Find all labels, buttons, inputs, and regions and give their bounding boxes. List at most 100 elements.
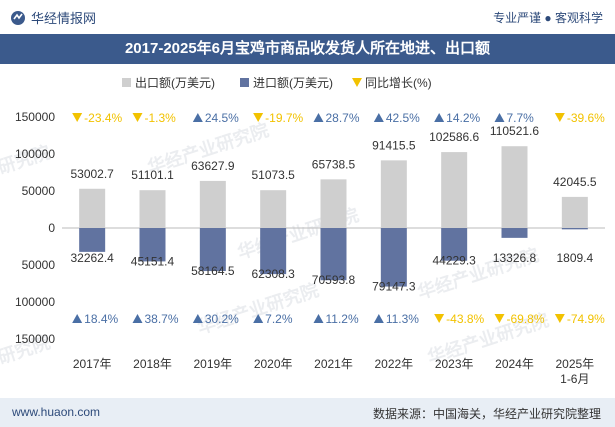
- import-growth-label: 30.2%: [205, 312, 239, 326]
- import-growth-label: -43.8%: [446, 312, 484, 326]
- import-growth-label: -74.9%: [567, 312, 605, 326]
- x-tick-label: 2022年: [374, 357, 413, 371]
- chart-canvas: 华经产业研究院华经产业研究院华经产业研究院华经产业研究院华经产业研究院研究院研究…: [0, 76, 605, 386]
- legend-swatch-0: [122, 78, 131, 87]
- export-value-label: 63627.9: [191, 159, 235, 173]
- export-growth-up-icon: [494, 113, 505, 122]
- x-tick-label: 2018年: [133, 357, 172, 371]
- y-tick-label: 100000: [15, 295, 55, 309]
- export-value-label: 42045.5: [553, 175, 597, 189]
- footer-source: 数据来源：中国海关，华经产业研究院整理: [372, 407, 601, 421]
- export-bar: [199, 180, 226, 228]
- y-tick-label: 50000: [22, 184, 56, 198]
- import-growth-label: 38.7%: [145, 312, 179, 326]
- import-growth-down-icon: [434, 314, 445, 323]
- import-value-label: 1809.4: [556, 251, 593, 265]
- export-growth-label: 42.5%: [386, 111, 420, 125]
- export-value-label: 53002.7: [70, 167, 114, 181]
- export-bar: [139, 190, 166, 228]
- export-value-label: 65738.5: [312, 157, 356, 171]
- import-value-label: 62308.3: [251, 267, 295, 281]
- import-growth-up-icon: [72, 314, 83, 323]
- export-bar: [320, 179, 347, 228]
- legend-label-0: 出口额(万美元): [135, 76, 215, 90]
- y-tick-label: 150000: [15, 110, 55, 124]
- x-tick-label: 2019年: [193, 357, 232, 371]
- export-growth-label: -19.7%: [265, 111, 303, 125]
- export-growth-label: 28.7%: [326, 111, 360, 125]
- export-growth-label: -39.6%: [567, 111, 605, 125]
- x-tick-label: 2017年: [73, 357, 112, 371]
- y-tick-label: 150000: [15, 332, 55, 346]
- export-growth-down-icon: [72, 113, 83, 122]
- export-value-label: 51073.5: [251, 168, 295, 182]
- import-value-label: 70593.8: [312, 273, 356, 287]
- export-growth-label: -1.3%: [145, 111, 177, 125]
- import-growth-label: 18.4%: [84, 312, 118, 326]
- export-growth-up-icon: [192, 113, 203, 122]
- import-value-label: 44229.3: [432, 254, 476, 268]
- export-growth-label: 24.5%: [205, 111, 239, 125]
- footer-url[interactable]: www.huaon.com: [12, 405, 101, 419]
- import-bar: [79, 228, 106, 252]
- import-growth-label: 11.3%: [386, 312, 419, 326]
- import-growth-label: 7.2%: [265, 312, 293, 326]
- export-value-label: 110521.6: [490, 124, 539, 138]
- export-growth-up-icon: [434, 113, 445, 122]
- import-growth-up-icon: [373, 314, 384, 323]
- legend-label-1: 进口额(万美元): [253, 76, 333, 90]
- import-bar: [320, 228, 347, 281]
- export-growth-up-icon: [313, 113, 324, 122]
- export-growth-label: -23.4%: [84, 111, 122, 125]
- footer: www.huaon.com 数据来源：中国海关，华经产业研究院整理: [0, 398, 615, 427]
- import-bar: [501, 228, 528, 238]
- import-growth-down-icon: [494, 314, 505, 323]
- import-bar: [260, 228, 287, 275]
- export-value-label: 91415.5: [372, 138, 416, 152]
- x-tick-label: 2021年: [314, 357, 353, 371]
- export-bar: [561, 196, 588, 228]
- x-tick-label: 2025年 1-6月: [555, 357, 594, 386]
- y-tick-label: 100000: [15, 147, 55, 161]
- y-tick-label: 0: [48, 221, 55, 235]
- watermark: 华经产业研究院: [195, 279, 321, 338]
- import-growth-down-icon: [554, 314, 565, 323]
- top-bar: 华经情报网 专业严谨 ● 客观科学: [0, 0, 615, 34]
- export-growth-down-icon: [554, 113, 565, 122]
- export-bar: [501, 146, 528, 228]
- export-growth-down-icon: [253, 113, 264, 122]
- export-growth-label: 14.2%: [446, 111, 480, 125]
- brand[interactable]: 华经情报网: [10, 8, 96, 27]
- export-value-label: 51101.1: [131, 168, 174, 182]
- import-growth-up-icon: [313, 314, 324, 323]
- import-value-label: 45151.4: [131, 254, 175, 268]
- import-growth-up-icon: [253, 314, 264, 323]
- x-tick-label: 2020年: [254, 357, 293, 371]
- export-growth-label: 7.7%: [507, 111, 535, 125]
- export-bar: [260, 190, 287, 228]
- import-value-label: 79147.3: [372, 280, 416, 294]
- import-growth-label: -69.8%: [507, 312, 545, 326]
- export-growth-down-icon: [132, 113, 143, 122]
- import-bar: [561, 228, 588, 230]
- legend-swatch-1: [240, 78, 249, 87]
- export-growth-up-icon: [373, 113, 384, 122]
- y-tick-label: 50000: [22, 258, 56, 272]
- import-growth-up-icon: [132, 314, 143, 323]
- chart-title: 2017-2025年6月宝鸡市商品收发货人所在地进、出口额: [0, 34, 615, 64]
- export-bar: [79, 188, 106, 228]
- x-tick-label: 2023年: [435, 357, 474, 371]
- import-bar: [441, 228, 468, 261]
- export-bar: [441, 152, 468, 228]
- import-growth-up-icon: [192, 314, 203, 323]
- import-bar: [139, 228, 166, 262]
- x-tick-label: 2024年: [495, 357, 534, 371]
- import-bar: [380, 228, 407, 287]
- import-value-label: 58164.5: [191, 264, 235, 278]
- legend-swatch-2: [352, 78, 362, 87]
- brand-logo-icon: [11, 10, 25, 25]
- import-value-label: 32262.4: [70, 251, 114, 265]
- export-value-label: 102586.6: [429, 130, 479, 144]
- export-bar: [380, 160, 407, 228]
- tagline: 专业严谨 ● 客观科学: [493, 11, 603, 25]
